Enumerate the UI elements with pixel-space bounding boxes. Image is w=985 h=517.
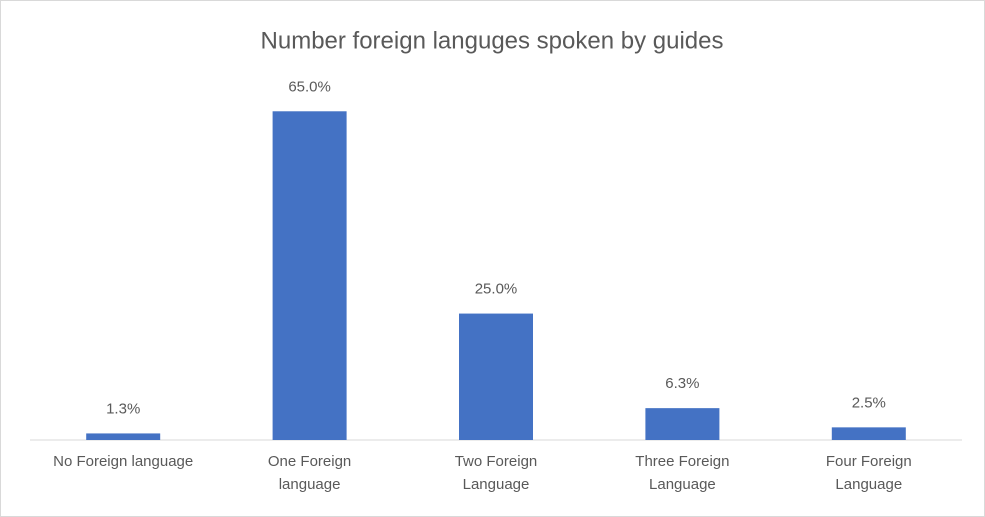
- data-label: 65.0%: [288, 78, 331, 95]
- bar: [831, 427, 906, 440]
- chart-title: Number foreign languges spoken by guides: [261, 27, 724, 54]
- bar: [272, 111, 347, 441]
- bar: [86, 433, 161, 440]
- x-tick-label: Four Foreign Language: [825, 453, 912, 493]
- data-label: 2.5%: [852, 394, 886, 411]
- bar: [459, 313, 533, 440]
- x-tick-label: Two Foreign Language: [454, 453, 538, 493]
- data-label: 25.0%: [475, 281, 518, 298]
- data-label: 6.3%: [665, 375, 699, 392]
- data-label: 1.3%: [106, 400, 140, 417]
- bar: [645, 408, 720, 440]
- x-tick-label: Three Foreign Language: [635, 453, 730, 493]
- x-tick-label: No Foreign language: [53, 453, 194, 470]
- x-tick-label: One Foreign language: [267, 453, 352, 493]
